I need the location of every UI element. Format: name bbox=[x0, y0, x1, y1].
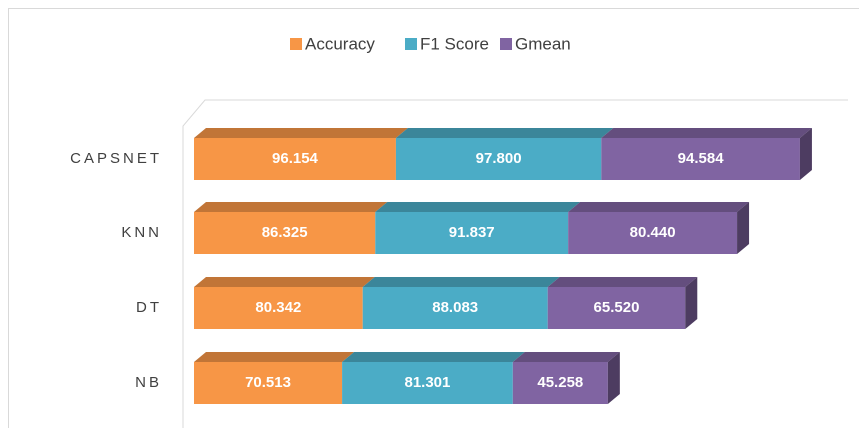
bar bbox=[375, 212, 569, 254]
bar bbox=[395, 138, 602, 180]
value-label: 45.258 bbox=[537, 374, 583, 391]
category-label: DT bbox=[136, 299, 162, 316]
value-label: 70.513 bbox=[245, 374, 291, 391]
bar-top-face bbox=[547, 277, 698, 287]
value-label: 80.342 bbox=[255, 299, 301, 316]
category-label: KNN bbox=[121, 224, 162, 241]
value-label: 97.800 bbox=[476, 150, 522, 167]
bar bbox=[601, 138, 800, 180]
bar-top-face bbox=[362, 277, 560, 287]
category-label: NB bbox=[135, 374, 162, 391]
value-label: 88.083 bbox=[432, 299, 478, 316]
value-label: 96.154 bbox=[272, 150, 319, 167]
bar-top-face bbox=[601, 128, 812, 138]
bar bbox=[194, 362, 343, 404]
bar-side-face bbox=[737, 202, 750, 254]
legend-label: Accuracy bbox=[305, 34, 375, 53]
legend-label: Gmean bbox=[515, 34, 571, 53]
chart-border bbox=[8, 8, 859, 428]
bar bbox=[194, 138, 396, 180]
value-label: 94.584 bbox=[678, 150, 725, 167]
bar bbox=[342, 362, 513, 404]
bar bbox=[362, 287, 548, 329]
legend-swatch bbox=[290, 38, 302, 50]
bar-top-face bbox=[512, 352, 620, 362]
bar-top-face bbox=[194, 128, 408, 138]
legend-swatch bbox=[500, 38, 512, 50]
bar-top-face bbox=[568, 202, 750, 212]
bar-side-face bbox=[799, 128, 812, 180]
value-label: 65.520 bbox=[594, 299, 640, 316]
bar bbox=[568, 212, 738, 254]
bar bbox=[194, 287, 363, 329]
value-label: 80.440 bbox=[630, 224, 676, 241]
bar-top-face bbox=[342, 352, 525, 362]
bar-top-face bbox=[194, 352, 355, 362]
back-wall bbox=[182, 99, 848, 428]
bar bbox=[547, 287, 686, 329]
bar-top-face bbox=[375, 202, 581, 212]
value-label: 81.301 bbox=[404, 374, 450, 391]
category-label: CAPSNET bbox=[70, 150, 162, 167]
value-label: 86.325 bbox=[262, 224, 308, 241]
bar-top-face bbox=[194, 277, 375, 287]
bar-top-face bbox=[395, 128, 614, 138]
legend-label: F1 Score bbox=[420, 34, 489, 53]
bar bbox=[512, 362, 608, 404]
bar bbox=[194, 212, 376, 254]
legend-swatch bbox=[405, 38, 417, 50]
value-label: 91.837 bbox=[449, 224, 495, 241]
bar-side-face bbox=[685, 277, 698, 329]
bar-top-face bbox=[194, 202, 388, 212]
bar-side-face bbox=[607, 352, 620, 404]
